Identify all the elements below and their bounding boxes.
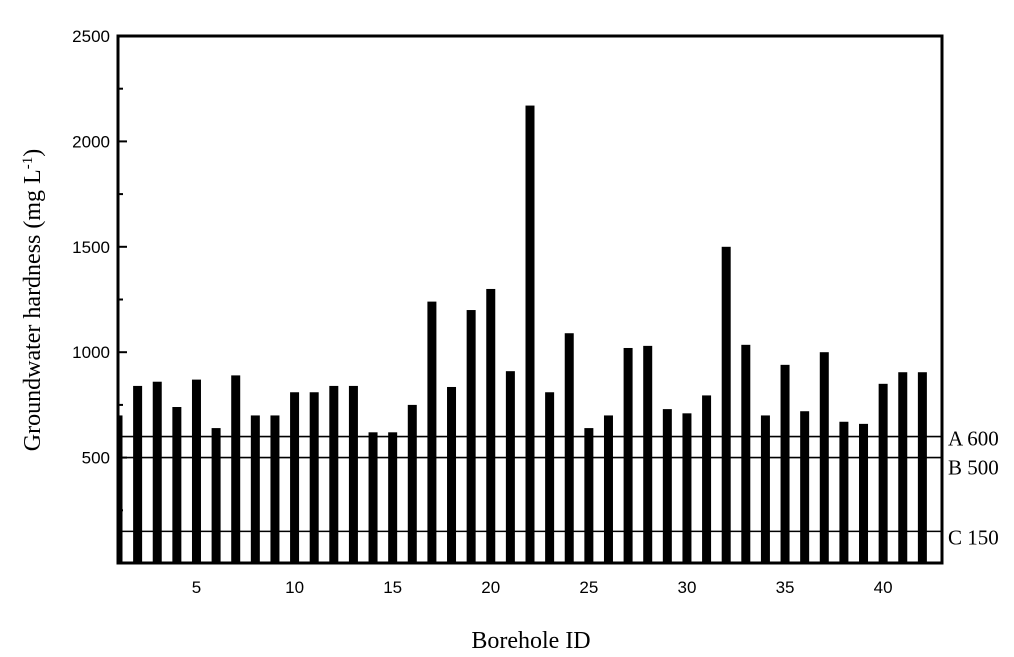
bars-group — [118, 105, 927, 564]
y-tick-label-1000: 1000 — [72, 343, 110, 362]
y-axis-title-main: Groundwater hardness (mg L — [20, 169, 46, 451]
bar-borehole-31 — [702, 395, 712, 563]
x-tick-label-20: 20 — [481, 578, 500, 597]
bar-borehole-35 — [780, 364, 790, 563]
y-tick-label-1500: 1500 — [72, 238, 110, 257]
x-tick-label-30: 30 — [677, 578, 696, 597]
y-tick-label-500: 500 — [82, 449, 110, 468]
bar-borehole-26 — [603, 415, 613, 563]
bar-borehole-30 — [682, 413, 692, 563]
bar-borehole-25 — [584, 428, 594, 563]
bar-borehole-6 — [211, 428, 221, 563]
reference-line-label-2: B 500 — [948, 456, 999, 480]
bar-borehole-28 — [643, 345, 653, 563]
bar-borehole-22 — [525, 105, 535, 564]
bar-borehole-4 — [172, 407, 182, 563]
bar-borehole-9 — [270, 415, 280, 563]
bar-borehole-5 — [191, 379, 201, 563]
bar-borehole-17 — [427, 301, 437, 563]
reference-line-label-3: C 150 — [948, 525, 999, 549]
y-axis-title-suffix: ) — [20, 149, 46, 157]
x-tick-label-35: 35 — [776, 578, 795, 597]
x-tick-label-15: 15 — [383, 578, 402, 597]
bar-borehole-12 — [329, 385, 339, 563]
x-tick-label-25: 25 — [579, 578, 598, 597]
bar-borehole-41 — [898, 372, 908, 563]
bar-borehole-8 — [250, 415, 260, 563]
bar-borehole-14 — [368, 432, 378, 563]
bar-borehole-20 — [486, 288, 496, 563]
bar-borehole-24 — [564, 333, 574, 563]
bar-borehole-21 — [505, 371, 515, 563]
bar-borehole-34 — [760, 415, 770, 563]
bar-borehole-15 — [388, 432, 398, 563]
ticks-group: 500 1000 1500 2000 2500 5 10 15 20 25 30 35 40 — [72, 27, 924, 597]
bar-borehole-39 — [859, 423, 869, 563]
bar-borehole-16 — [407, 404, 417, 563]
bar-borehole-33 — [741, 344, 751, 563]
y-tick-label-2500: 2500 — [72, 27, 110, 46]
bar-borehole-3 — [152, 381, 162, 563]
bar-borehole-7 — [231, 375, 241, 563]
y-axis-title-superscript: -1 — [20, 157, 36, 170]
bar-borehole-36 — [800, 411, 810, 563]
reference-line-label-1: A 600 — [948, 427, 999, 451]
bar-borehole-42 — [917, 372, 927, 563]
bar-borehole-11 — [309, 392, 319, 563]
x-tick-label-5: 5 — [192, 578, 201, 597]
reference-lines: A 600 B 500 C 150 — [118, 427, 999, 549]
bar-borehole-18 — [447, 386, 457, 563]
y-tick-label-2000: 2000 — [72, 132, 110, 151]
bar-borehole-13 — [348, 385, 358, 563]
bar-borehole-27 — [623, 347, 633, 563]
bar-borehole-40 — [878, 383, 888, 563]
bar-borehole-29 — [662, 409, 672, 563]
x-tick-label-40: 40 — [874, 578, 893, 597]
bar-borehole-1 — [118, 415, 123, 563]
bar-borehole-38 — [839, 421, 849, 563]
bar-borehole-32 — [721, 246, 731, 564]
bar-borehole-23 — [545, 392, 555, 563]
x-tick-label-10: 10 — [285, 578, 304, 597]
bar-borehole-2 — [133, 385, 143, 563]
bar-borehole-10 — [290, 392, 300, 563]
y-axis-title: Groundwater hardness (mg L-1) — [20, 149, 46, 451]
x-axis-title: Borehole ID — [471, 628, 590, 654]
